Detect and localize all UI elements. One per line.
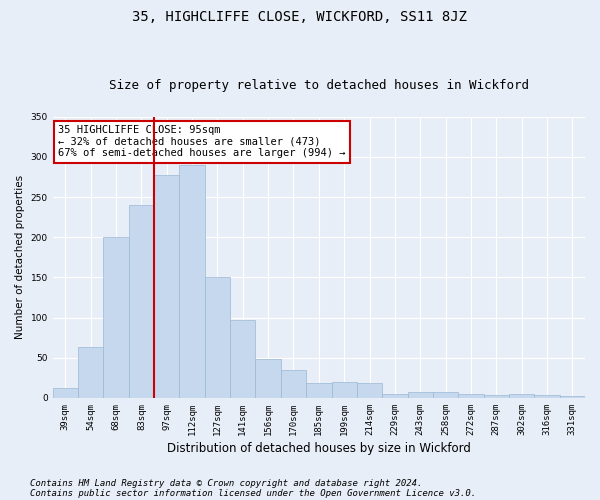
Bar xyxy=(509,394,535,398)
Y-axis label: Number of detached properties: Number of detached properties xyxy=(15,176,25,340)
Bar xyxy=(129,205,154,398)
Bar xyxy=(433,392,458,398)
Text: 35, HIGHCLIFFE CLOSE, WICKFORD, SS11 8JZ: 35, HIGHCLIFFE CLOSE, WICKFORD, SS11 8JZ xyxy=(133,10,467,24)
Bar xyxy=(103,238,129,398)
Bar xyxy=(179,165,205,398)
Bar xyxy=(560,396,585,398)
Bar xyxy=(407,392,433,398)
Bar xyxy=(306,384,332,398)
Text: 35 HIGHCLIFFE CLOSE: 95sqm
← 32% of detached houses are smaller (473)
67% of sem: 35 HIGHCLIFFE CLOSE: 95sqm ← 32% of deta… xyxy=(58,125,346,158)
Bar xyxy=(357,384,382,398)
Bar xyxy=(535,394,560,398)
Bar xyxy=(332,382,357,398)
Bar xyxy=(382,394,407,398)
Bar xyxy=(205,278,230,398)
Text: Contains HM Land Registry data © Crown copyright and database right 2024.: Contains HM Land Registry data © Crown c… xyxy=(30,478,422,488)
Bar xyxy=(281,370,306,398)
X-axis label: Distribution of detached houses by size in Wickford: Distribution of detached houses by size … xyxy=(167,442,471,455)
Bar xyxy=(78,348,103,398)
Bar xyxy=(154,174,179,398)
Bar xyxy=(230,320,256,398)
Text: Contains public sector information licensed under the Open Government Licence v3: Contains public sector information licen… xyxy=(30,488,476,498)
Title: Size of property relative to detached houses in Wickford: Size of property relative to detached ho… xyxy=(109,79,529,92)
Bar xyxy=(458,394,484,398)
Bar xyxy=(53,388,78,398)
Bar xyxy=(256,360,281,398)
Bar xyxy=(484,394,509,398)
